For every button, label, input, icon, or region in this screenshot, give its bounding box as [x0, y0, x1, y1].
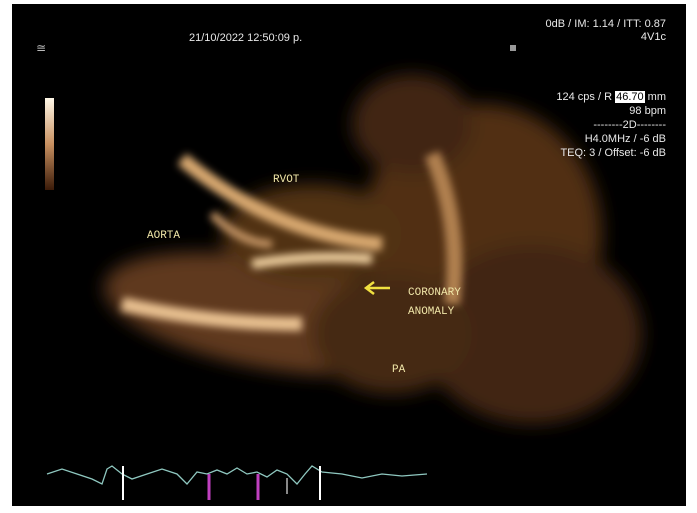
- ultrasound-screen: ≅ 21/10/2022 12:50:09 p. 0dB / IM: 1.14 …: [12, 4, 686, 506]
- datetime: 21/10/2022 12:50:09 p.: [189, 32, 303, 44]
- label: CORONARY: [408, 287, 461, 299]
- label: AORTA: [147, 230, 181, 242]
- probe-marker: [510, 45, 516, 51]
- mode: --------2D--------: [593, 119, 666, 131]
- teq: TEQ: 3 / Offset: -6 dB: [560, 147, 666, 159]
- label: ANOMALY: [408, 306, 455, 318]
- rate-line: 124 cps / R 46.70 mm: [556, 91, 666, 103]
- ecg-trace: [46, 465, 428, 485]
- probe: 4V1c: [640, 31, 666, 43]
- label: PA: [392, 364, 406, 376]
- depth-unit: mm: [647, 91, 666, 103]
- depth: 46.70: [615, 91, 645, 103]
- output: 0dB / IM: 1.14 / ITT: 0.87: [545, 18, 666, 30]
- color-bar: [45, 98, 54, 190]
- echo-image: ≅: [36, 41, 642, 500]
- heart-rate: 98 bpm: [629, 105, 666, 117]
- label: RVOT: [273, 174, 300, 186]
- icon: ≅: [36, 41, 46, 55]
- frequency: H4.0MHz / -6 dB: [584, 133, 666, 145]
- rate: 124 cps / R: [556, 91, 613, 103]
- arrow: [363, 281, 390, 295]
